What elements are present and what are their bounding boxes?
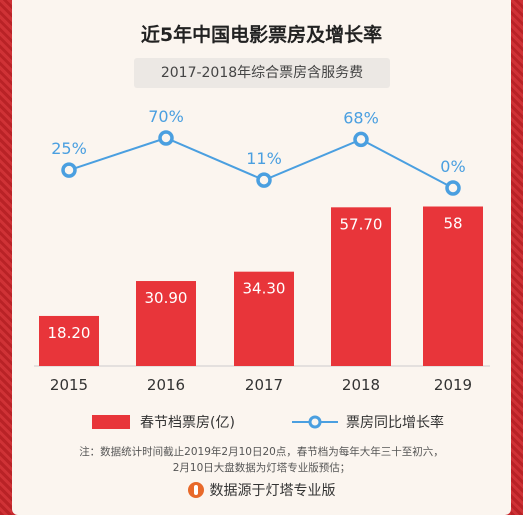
chart-subtitle: 2017-2018年综合票房含服务费 xyxy=(134,58,390,88)
bar-label-2015: 18.20 xyxy=(48,324,91,342)
legend-bar: 春节档票房(亿) xyxy=(92,412,235,432)
legend-line: 票房同比增长率 xyxy=(292,412,444,432)
chart-title: 近5年中国电影票房及增长率 xyxy=(140,24,383,46)
growth-label-2018: 68% xyxy=(343,108,379,127)
source-line: 数据源于灯塔专业版 xyxy=(12,480,511,500)
legend-bar-label: 春节档票房(亿) xyxy=(140,415,235,431)
x-tick-2015: 2015 xyxy=(50,376,88,394)
bar-label-2019: 58 xyxy=(443,215,462,233)
bar-2019 xyxy=(423,206,483,366)
growth-label-2019: 0% xyxy=(440,157,465,176)
legend-bar-swatch xyxy=(92,415,130,429)
bar-label-2018: 57.70 xyxy=(340,215,383,233)
growth-label-2017: 11% xyxy=(246,149,282,168)
note-line-2: 2月10日大盘数据为灯塔专业版预估； xyxy=(172,462,351,474)
right-border-pattern xyxy=(511,0,523,515)
bar-2017 xyxy=(234,271,294,366)
x-tick-2018: 2018 xyxy=(342,376,380,394)
bar-label-2017: 34.30 xyxy=(243,280,286,298)
combo-chart: 18.20 2015 30.90 2016 34.30 2017 57.70 2018 58 20… xyxy=(34,107,490,394)
bar-2016 xyxy=(136,281,196,366)
source-text: 数据源于灯塔专业版 xyxy=(209,483,336,499)
lighthouse-icon xyxy=(187,482,204,498)
growth-point-2015 xyxy=(61,162,77,178)
growth-point-2016 xyxy=(158,130,174,146)
x-tick-2019: 2019 xyxy=(434,376,472,394)
growth-point-2018 xyxy=(353,131,369,148)
chart-card: 近5年中国电影票房及增长率 2017-2018年综合票房含服务费 18.20 20… xyxy=(12,0,511,515)
x-tick-2017: 2017 xyxy=(245,376,283,394)
growth-point-2017 xyxy=(256,172,272,188)
bar-label-2016: 30.90 xyxy=(145,289,188,307)
bar-2015 xyxy=(39,315,99,366)
legend-line-label: 票房同比增长率 xyxy=(346,415,444,431)
left-border-pattern xyxy=(0,0,12,515)
growth-label-2015: 25% xyxy=(51,139,87,158)
growth-point-2019 xyxy=(445,180,461,196)
legend-line-swatch xyxy=(292,415,338,429)
x-tick-2016: 2016 xyxy=(147,376,185,394)
note-line-1: 注：数据统计时间截止2019年2月10日20点，春节档为每年大年三十至初六， xyxy=(79,446,444,458)
growth-label-2016: 70% xyxy=(148,107,184,126)
bar-2018 xyxy=(331,207,391,366)
